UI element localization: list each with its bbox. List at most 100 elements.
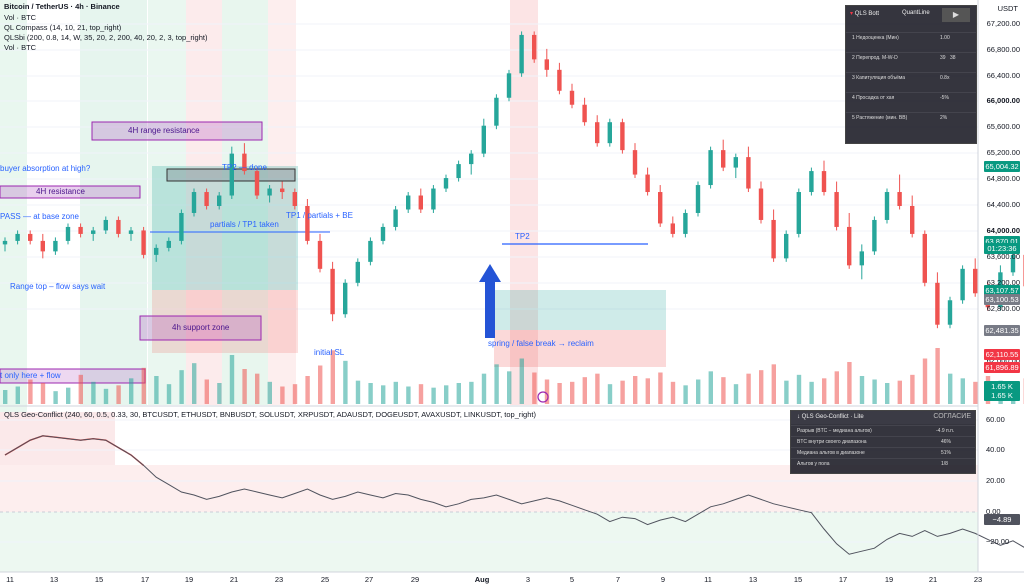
price-tag: 1.65 K xyxy=(984,390,1020,401)
candle-body xyxy=(506,73,512,98)
candle-body xyxy=(746,157,751,189)
candle xyxy=(154,244,159,262)
time-tick-label: 21 xyxy=(928,575,938,584)
candles xyxy=(2,31,1024,329)
candle xyxy=(53,237,58,255)
time-tick-label: 9 xyxy=(660,575,666,584)
candle xyxy=(821,160,827,196)
price-tick-label: 62,000.00 xyxy=(986,356,1020,365)
volume-bar xyxy=(166,384,172,404)
osc-tick-label: 60.00 xyxy=(986,415,1005,424)
time-tick-label: 13 xyxy=(49,575,59,584)
candle xyxy=(758,181,764,224)
volume-bar xyxy=(822,378,827,404)
geo-panel-title: ↓ QLS Geo-Conflict · Lite xyxy=(797,414,864,420)
panel-row-value: 1.00 xyxy=(940,35,950,41)
volume-bar xyxy=(179,370,184,404)
candle xyxy=(935,272,940,329)
candle xyxy=(658,185,663,227)
volume-bar xyxy=(784,380,789,404)
indicator-vol-2[interactable]: Vol · BTC xyxy=(4,43,37,52)
time-tick-label: 19 xyxy=(184,575,194,584)
candle xyxy=(569,83,575,109)
price-tick-label: 64,000.00 xyxy=(986,226,1020,235)
time-tick-label: 15 xyxy=(94,575,104,584)
geo-row-label: Медиана альтов в диапазоне xyxy=(797,450,865,456)
label-initial-sl: initial SL xyxy=(314,348,345,357)
panel-tab-quantline[interactable]: QuantLine xyxy=(902,10,930,16)
geo-row-value: 1/8 xyxy=(941,461,948,467)
panel-tab-bott[interactable]: ▾ QLS Bott xyxy=(850,11,880,17)
time-tick-label: 23 xyxy=(973,575,983,584)
volume-bar xyxy=(494,364,499,404)
candle-body xyxy=(632,150,638,175)
candle xyxy=(280,181,285,200)
volume-bar xyxy=(759,370,764,404)
time-tick-label: 7 xyxy=(615,575,621,584)
volume-bar xyxy=(330,350,335,404)
volume-bar xyxy=(444,385,449,404)
volume-bar xyxy=(280,386,285,404)
volume-bar xyxy=(343,360,348,404)
volume-bar xyxy=(242,369,247,404)
oscillator-title[interactable]: QLS Geo-Conflict (240, 60, 0.5, 0.33, 30… xyxy=(4,410,536,419)
candle xyxy=(557,62,562,95)
candle-body xyxy=(544,59,549,70)
candle xyxy=(116,216,121,238)
candle-body xyxy=(443,178,449,189)
candle-body xyxy=(670,223,675,234)
candle-body xyxy=(494,97,499,126)
candle-body xyxy=(758,188,764,220)
candle xyxy=(872,216,877,255)
candle-body xyxy=(519,34,524,74)
volume-bar xyxy=(507,371,512,404)
long-target-zone xyxy=(152,166,298,290)
candle-body xyxy=(393,209,398,227)
candle-body xyxy=(481,125,486,154)
candle xyxy=(456,160,461,182)
symbol-title[interactable]: Bitcoin / TetherUS · 4h · Binance xyxy=(4,2,120,11)
candle-body xyxy=(65,226,71,241)
candle xyxy=(28,230,33,245)
label-spring: spring / false break → reclaim xyxy=(488,339,594,348)
volume-bar xyxy=(368,383,373,404)
candle-body xyxy=(796,192,801,234)
indicator-compass[interactable]: QL Compass (14, 10, 21, top_right) xyxy=(4,23,122,32)
volume-bar xyxy=(381,385,386,404)
play-icon[interactable]: ▶ xyxy=(942,8,970,22)
candle-body xyxy=(733,157,738,168)
price-tag: 62,481.35 xyxy=(984,325,1020,336)
volume-bar xyxy=(129,378,134,404)
candle-body xyxy=(292,192,297,206)
volume-bar xyxy=(721,377,726,404)
volume-bar xyxy=(834,371,839,404)
volume-bar xyxy=(683,385,688,404)
price-tick-label: 66,000.00 xyxy=(986,96,1020,105)
bottom-finder-panel[interactable]: ▾ QLS Bott QuantLine ▶ 1 Недооценка (Мин… xyxy=(845,5,977,144)
price-tick-label: 62,800.00 xyxy=(986,304,1020,313)
candle-body xyxy=(569,90,575,105)
oscillator-line xyxy=(4,435,1024,555)
indicator-vol[interactable]: Vol · BTC xyxy=(4,13,37,22)
candle xyxy=(834,181,839,231)
volume-bar xyxy=(771,364,776,404)
candle-body xyxy=(872,219,877,252)
volume-bar xyxy=(935,348,940,404)
volume-bar xyxy=(456,383,461,404)
down-caret-icon: ▾ xyxy=(850,11,854,17)
candle xyxy=(746,146,751,193)
volume-bar xyxy=(645,378,650,404)
geo-conflict-panel[interactable]: ↓ QLS Geo-Conflict · Lite СОГЛАСИЕ Разры… xyxy=(790,410,976,474)
candle xyxy=(91,226,96,241)
candle xyxy=(721,139,726,172)
candle-body xyxy=(355,261,360,283)
volume-bar xyxy=(418,384,424,404)
volume-bar xyxy=(406,386,411,404)
indicator-qlsbi[interactable]: QLSbi (200, 0.8, 14, W, 35, 20, 2, 200, … xyxy=(4,33,208,42)
candle xyxy=(771,209,776,262)
volume-bar xyxy=(922,358,928,404)
candle xyxy=(607,118,612,147)
geo-row-label: BTC внутри своего диапазона xyxy=(797,439,867,445)
currency-label[interactable]: USDT xyxy=(997,4,1018,13)
